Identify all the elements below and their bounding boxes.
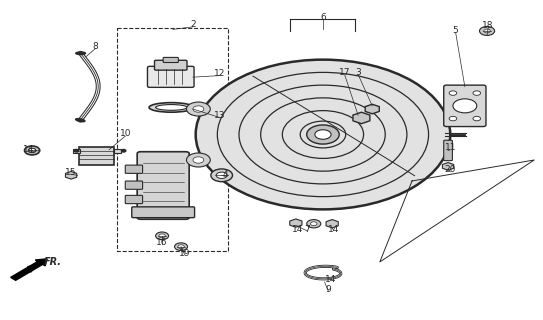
- Text: 14: 14: [325, 275, 337, 284]
- Circle shape: [453, 99, 477, 113]
- Circle shape: [178, 245, 184, 249]
- Text: 9: 9: [325, 285, 331, 294]
- Text: 7: 7: [304, 225, 310, 234]
- Text: 10: 10: [119, 129, 131, 138]
- Text: 4: 4: [223, 170, 228, 179]
- Text: 2: 2: [190, 20, 196, 29]
- Circle shape: [473, 91, 481, 95]
- Circle shape: [186, 153, 210, 167]
- Text: 20: 20: [445, 165, 456, 174]
- Circle shape: [193, 106, 204, 112]
- Text: 17: 17: [339, 68, 350, 77]
- Text: 11: 11: [445, 143, 456, 152]
- Circle shape: [311, 222, 317, 226]
- Ellipse shape: [156, 105, 187, 110]
- Circle shape: [24, 146, 40, 155]
- FancyBboxPatch shape: [163, 57, 178, 62]
- FancyBboxPatch shape: [444, 140, 452, 161]
- FancyBboxPatch shape: [137, 152, 189, 219]
- Bar: [115, 149, 122, 153]
- Text: FR.: FR.: [44, 257, 62, 267]
- Circle shape: [449, 91, 457, 95]
- Circle shape: [193, 157, 204, 163]
- Circle shape: [315, 130, 331, 139]
- Bar: [79, 147, 115, 165]
- Circle shape: [28, 148, 36, 153]
- Text: 14: 14: [23, 145, 35, 154]
- Ellipse shape: [149, 103, 193, 112]
- Ellipse shape: [76, 52, 85, 54]
- FancyBboxPatch shape: [155, 60, 187, 70]
- Text: 18: 18: [482, 21, 494, 30]
- FancyBboxPatch shape: [125, 165, 143, 173]
- Text: 13: 13: [214, 111, 226, 120]
- Text: 19: 19: [179, 249, 191, 258]
- Circle shape: [473, 116, 481, 121]
- FancyBboxPatch shape: [132, 207, 194, 218]
- Text: 15: 15: [65, 168, 77, 177]
- Circle shape: [195, 60, 450, 209]
- Circle shape: [211, 169, 232, 182]
- Text: 5: 5: [453, 27, 458, 36]
- FancyBboxPatch shape: [444, 85, 486, 126]
- Text: 6: 6: [320, 13, 326, 22]
- Text: 16: 16: [156, 238, 168, 247]
- Circle shape: [216, 172, 227, 179]
- Text: 14: 14: [328, 225, 339, 234]
- FancyBboxPatch shape: [125, 181, 143, 189]
- Text: 14: 14: [292, 225, 303, 234]
- Text: 8: 8: [93, 42, 98, 52]
- Circle shape: [307, 125, 339, 144]
- FancyBboxPatch shape: [125, 196, 143, 204]
- Circle shape: [74, 149, 79, 152]
- FancyArrow shape: [11, 259, 47, 280]
- Text: 12: 12: [214, 69, 226, 78]
- Circle shape: [186, 102, 210, 116]
- Circle shape: [484, 29, 490, 33]
- Ellipse shape: [75, 119, 85, 122]
- FancyBboxPatch shape: [148, 66, 194, 87]
- Circle shape: [307, 220, 321, 228]
- Circle shape: [156, 232, 168, 240]
- Circle shape: [479, 27, 495, 36]
- Circle shape: [174, 243, 187, 251]
- Circle shape: [449, 116, 457, 121]
- Bar: [73, 149, 80, 153]
- Circle shape: [159, 234, 166, 238]
- Bar: [117, 28, 228, 251]
- Circle shape: [122, 149, 126, 152]
- Text: 3: 3: [355, 68, 361, 77]
